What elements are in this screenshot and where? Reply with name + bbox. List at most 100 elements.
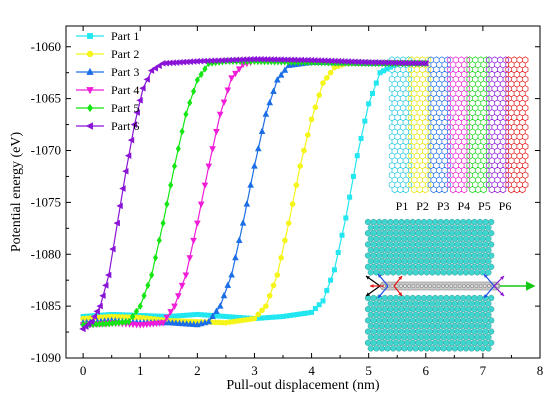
- atom: [384, 345, 391, 352]
- atom: [398, 241, 405, 248]
- data-point: [228, 271, 235, 278]
- atom: [451, 311, 458, 318]
- atom: [387, 306, 394, 313]
- atom: [482, 328, 489, 335]
- data-point: [304, 132, 311, 138]
- atom: [443, 218, 450, 226]
- atom: [454, 241, 461, 248]
- atom: [395, 311, 402, 318]
- data-point: [209, 146, 216, 153]
- pullout-model-inset: [364, 218, 536, 352]
- atom: [406, 235, 414, 242]
- data-point: [178, 282, 186, 290]
- atom: [474, 246, 481, 254]
- atom: [401, 235, 408, 242]
- atom: [401, 269, 408, 276]
- data-point: [312, 104, 319, 111]
- atom: [485, 224, 492, 231]
- atom: [462, 224, 470, 231]
- data-point: [247, 181, 254, 188]
- atom: [432, 317, 439, 324]
- atom: [437, 339, 444, 346]
- data-point: [201, 182, 209, 189]
- atom: [465, 328, 472, 335]
- atom: [418, 258, 425, 265]
- atom: [398, 328, 405, 335]
- atom: [434, 322, 442, 330]
- atom: [404, 339, 411, 346]
- atom: [434, 246, 442, 254]
- data-point: [259, 307, 265, 314]
- sheet-atom: [470, 284, 475, 288]
- data-point: [119, 185, 126, 192]
- atom: [409, 294, 416, 302]
- atom: [460, 252, 467, 259]
- atom: [454, 328, 461, 335]
- legend-marker: [86, 87, 94, 95]
- legend-marker: [87, 33, 93, 39]
- sheet-atom: [398, 284, 403, 288]
- data-point: [124, 152, 132, 159]
- data-point: [373, 80, 379, 86]
- legend-marker: [86, 50, 94, 58]
- atom: [474, 269, 481, 276]
- atom: [443, 294, 450, 302]
- atom: [395, 345, 402, 352]
- data-point: [136, 97, 143, 104]
- data-point: [232, 70, 239, 78]
- atom: [423, 300, 430, 307]
- atom: [474, 235, 481, 242]
- atom: [448, 317, 456, 324]
- atom: [404, 218, 411, 226]
- data-point: [350, 173, 356, 179]
- data-point: [239, 219, 247, 226]
- atom: [364, 339, 372, 346]
- data-point: [116, 202, 123, 210]
- atom: [398, 306, 405, 313]
- atom: [378, 322, 386, 330]
- data-point: [339, 232, 345, 238]
- atom: [401, 322, 408, 330]
- atom: [465, 317, 472, 324]
- atom: [448, 241, 456, 248]
- atom: [370, 294, 377, 302]
- atom: [432, 230, 439, 237]
- atom: [471, 306, 478, 313]
- atom: [418, 224, 425, 231]
- atom: [415, 218, 422, 226]
- data-point: [293, 182, 300, 188]
- atom: [488, 241, 495, 248]
- atom: [468, 334, 475, 341]
- y-axis-title: Potential energy (eV): [9, 132, 24, 253]
- data-point: [354, 153, 360, 159]
- force-arrow-head: [370, 284, 374, 288]
- atom: [412, 300, 419, 307]
- atom: [367, 334, 374, 341]
- part-label: P5: [478, 199, 491, 213]
- atom: [451, 322, 458, 330]
- atom: [373, 246, 380, 254]
- atom: [404, 241, 411, 248]
- atom: [429, 311, 436, 318]
- atom: [468, 311, 475, 318]
- atom: [404, 317, 411, 324]
- atom: [398, 218, 405, 226]
- atom: [423, 345, 430, 352]
- atom: [485, 258, 492, 265]
- atom: [457, 224, 464, 231]
- force-arrow-head: [500, 276, 504, 280]
- sheet-atom: [495, 284, 500, 288]
- data-point: [216, 111, 224, 119]
- atom: [479, 300, 486, 307]
- force-arrow-head: [398, 292, 402, 296]
- x-tick-label: 0: [80, 363, 87, 378]
- atom: [370, 252, 377, 259]
- atom: [384, 235, 391, 242]
- atom: [474, 258, 481, 265]
- atom: [415, 252, 422, 259]
- atom: [448, 252, 456, 259]
- legend-label: Part 5: [111, 101, 139, 115]
- data-point: [301, 147, 307, 154]
- data-point: [175, 293, 182, 300]
- part-label: P6: [499, 199, 512, 213]
